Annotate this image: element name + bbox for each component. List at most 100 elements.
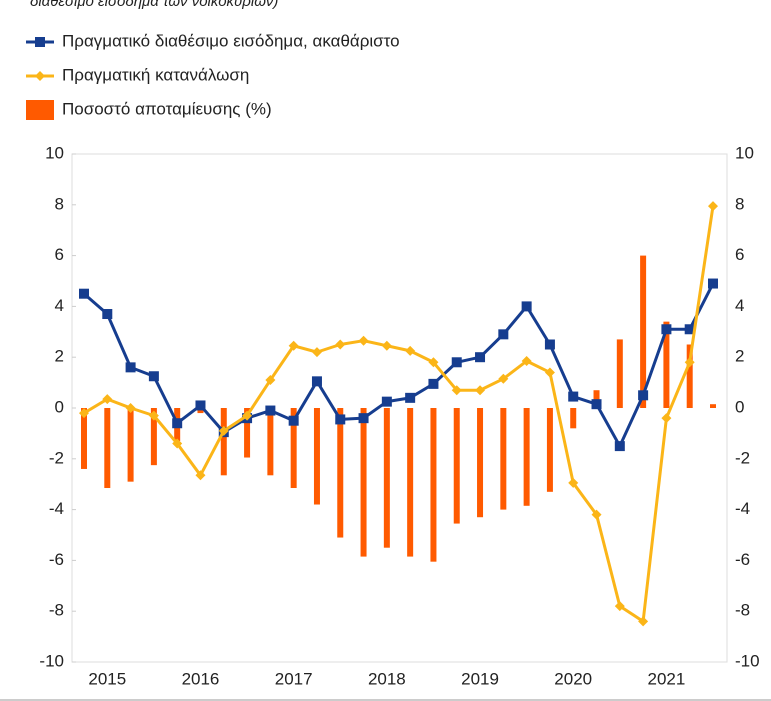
bar: [453, 408, 460, 524]
bar: [220, 408, 227, 476]
bar: [546, 408, 553, 492]
marker: [405, 392, 416, 403]
bar: [686, 344, 693, 408]
bar: [616, 339, 623, 408]
marker: [335, 414, 346, 425]
marker: [288, 415, 299, 426]
bar: [523, 408, 530, 506]
marker: [708, 201, 718, 212]
marker: [311, 347, 322, 358]
marker: [708, 278, 718, 289]
bar: [477, 408, 484, 518]
marker: [428, 357, 439, 368]
marker: [544, 339, 555, 350]
bar: [104, 408, 111, 489]
x-tick-label: 2020: [554, 669, 592, 688]
marker: [218, 425, 229, 436]
y-tick-label: -6: [49, 550, 64, 569]
marker: [358, 413, 369, 424]
y-tick-label: -4: [49, 499, 64, 518]
bar: [500, 408, 507, 510]
bar: [127, 408, 134, 482]
y-tick-label: 8: [55, 194, 64, 213]
marker: [498, 373, 509, 384]
marker: [591, 399, 602, 410]
y2-tick-label: -10: [735, 651, 760, 670]
marker: [381, 396, 392, 407]
bar: [313, 408, 320, 505]
y-tick-label: 6: [55, 245, 64, 264]
y-tick-label: 10: [45, 143, 64, 162]
marker: [265, 405, 276, 416]
marker: [521, 301, 532, 312]
series-line: [83, 205, 715, 623]
y2-tick-label: -4: [735, 499, 750, 518]
marker: [195, 400, 206, 411]
marker: [661, 324, 672, 335]
y2-tick-label: 4: [735, 296, 744, 315]
y-tick-label: 2: [55, 347, 64, 366]
marker: [498, 329, 509, 340]
y2-tick-label: 6: [735, 245, 744, 264]
series-line: [83, 282, 715, 448]
marker: [195, 470, 206, 481]
bar: [593, 390, 600, 408]
bar: [407, 408, 414, 557]
marker: [148, 371, 159, 382]
bar: [663, 321, 670, 408]
bar: [360, 408, 367, 557]
marker: [521, 356, 532, 367]
marker: [405, 345, 416, 356]
y2-tick-label: -2: [735, 448, 750, 467]
chart-subtitle: διαθέσιμο εισόδημα των νοικοκυριών): [30, 0, 278, 10]
x-tick-label: 2019: [461, 669, 499, 688]
marker: [102, 309, 113, 320]
marker: [428, 378, 439, 389]
y-tick-label: -8: [49, 601, 64, 620]
marker: [638, 390, 649, 401]
y2-tick-label: -8: [735, 601, 750, 620]
marker: [125, 362, 136, 373]
legend-marker: [35, 37, 45, 47]
bar: [290, 408, 297, 489]
bar: [430, 408, 437, 562]
marker: [568, 477, 579, 488]
marker: [172, 438, 183, 449]
y2-tick-label: 0: [735, 397, 744, 416]
y-tick-label: 0: [55, 397, 64, 416]
marker: [475, 385, 486, 396]
marker: [475, 352, 486, 363]
x-tick-label: 2017: [275, 669, 313, 688]
marker: [568, 391, 579, 402]
y-tick-label: -2: [49, 448, 64, 467]
legend-label: Ποσοστό αποταμίευσης (%): [62, 99, 272, 118]
y2-tick-label: 2: [735, 347, 744, 366]
bar: [570, 408, 577, 429]
bar: [81, 408, 87, 469]
bar: [710, 404, 716, 408]
bar: [150, 408, 157, 466]
marker: [148, 410, 159, 421]
marker: [288, 340, 299, 351]
y2-tick-label: 10: [735, 143, 754, 162]
bar: [267, 408, 274, 476]
x-tick-label: 2021: [647, 669, 685, 688]
marker: [684, 324, 695, 335]
x-tick-label: 2016: [182, 669, 220, 688]
marker: [614, 441, 625, 452]
marker: [79, 408, 89, 419]
marker: [614, 601, 625, 612]
marker: [638, 616, 649, 627]
legend-label: Πραγματική κατανάλωση: [62, 65, 249, 84]
marker: [125, 403, 136, 413]
marker: [381, 340, 392, 351]
x-tick-label: 2018: [368, 669, 406, 688]
marker: [265, 375, 276, 386]
y-tick-label: 4: [55, 296, 64, 315]
marker: [358, 335, 369, 346]
marker: [79, 288, 89, 299]
marker: [451, 385, 462, 396]
marker: [591, 509, 602, 520]
bar: [197, 408, 204, 414]
